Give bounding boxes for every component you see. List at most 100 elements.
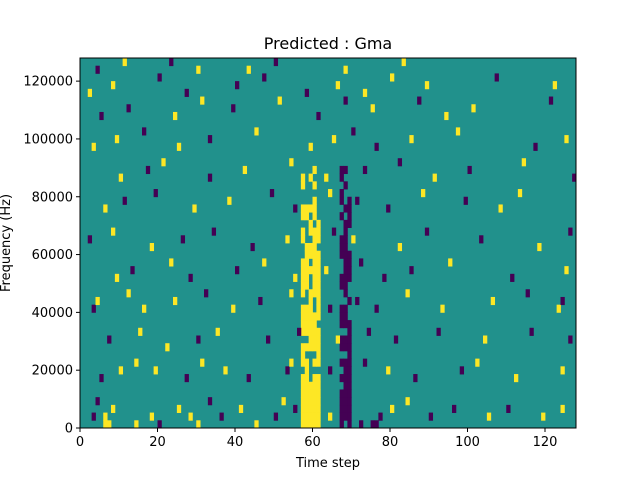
heatmap-cell — [316, 304, 321, 313]
heatmap-cell — [343, 358, 348, 367]
heatmap-cell — [304, 374, 310, 383]
heatmap-cell — [347, 389, 352, 398]
heatmap-cell — [312, 358, 317, 367]
heatmap-cell — [312, 165, 317, 175]
heatmap-cell — [304, 212, 310, 221]
heatmap-cell — [312, 243, 317, 252]
heatmap-cell — [304, 327, 310, 336]
heatmap-cell — [471, 104, 476, 113]
heatmap-cell — [343, 219, 348, 228]
heatmap-cell — [304, 281, 310, 290]
heatmap-cell — [312, 327, 317, 336]
heatmap-cell — [300, 173, 306, 182]
heatmap-cell — [331, 135, 337, 144]
heatmap-cell — [370, 104, 375, 113]
heatmap-cell — [339, 273, 344, 282]
heatmap-cell — [560, 296, 565, 306]
heatmap-cell — [184, 374, 189, 383]
heatmap-cell — [304, 88, 310, 97]
heatmap-cell — [351, 235, 356, 244]
heatmap-cell — [312, 397, 317, 406]
heatmap-cell — [428, 412, 434, 421]
heatmap-cell — [374, 304, 379, 313]
heatmap-cell — [494, 73, 499, 82]
heatmap-cell — [343, 181, 348, 190]
heatmap-cell — [250, 243, 255, 252]
heatmap-cell — [207, 135, 213, 144]
heatmap-cell — [514, 374, 519, 383]
heatmap-cell — [556, 304, 561, 313]
heatmap-cell — [99, 374, 104, 383]
heatmap-cell — [207, 397, 213, 406]
heatmap-plot-area — [79, 57, 577, 429]
heatmap-cell — [541, 412, 546, 421]
heatmap-cell — [560, 404, 565, 413]
heatmap-cell — [312, 235, 317, 244]
heatmap-cell — [421, 189, 426, 198]
heatmap-cell — [386, 204, 391, 213]
heatmap-cell — [366, 327, 372, 336]
heatmap-cell — [246, 65, 251, 74]
heatmap-cell — [347, 266, 352, 275]
heatmap-cell — [339, 212, 344, 221]
heatmap-cell — [149, 412, 155, 421]
heatmap-cell — [343, 366, 348, 375]
heatmap-cell — [424, 227, 430, 236]
heatmap-cell — [308, 343, 313, 352]
heatmap-cell — [347, 196, 352, 205]
heatmap-cell — [165, 343, 170, 352]
heatmap-cell — [308, 296, 313, 306]
heatmap-cell — [300, 343, 306, 352]
heatmap-cell — [475, 358, 480, 367]
heatmap-cell — [200, 96, 205, 105]
heatmap-cell — [153, 366, 158, 375]
y-axis-label: Frequency (Hz) — [0, 194, 14, 292]
heatmap-cell — [316, 266, 321, 275]
heatmap-cell — [289, 358, 294, 367]
heatmap-cell — [192, 204, 197, 213]
heatmap-cell — [506, 404, 511, 413]
heatmap-cell — [339, 412, 344, 421]
heatmap-cell — [436, 327, 441, 336]
heatmap-cell — [300, 312, 306, 321]
heatmap-cell — [312, 196, 317, 205]
heatmap-cell — [300, 212, 306, 221]
heatmap-cell — [405, 397, 410, 406]
heatmap-cell — [359, 420, 364, 429]
heatmap-cell — [483, 335, 488, 344]
heatmap-cell — [304, 397, 310, 406]
heatmap-cell — [343, 266, 348, 275]
heatmap-cell — [525, 289, 530, 298]
heatmap-cell — [231, 104, 236, 113]
heatmap-cell — [254, 420, 259, 429]
heatmap-cell — [142, 304, 147, 313]
heatmap-cell — [343, 235, 348, 244]
heatmap-cell — [347, 404, 352, 413]
heatmap-cell — [304, 304, 310, 313]
heatmap-cell — [347, 327, 352, 336]
heatmap-cell — [188, 412, 193, 421]
heatmap-cell — [347, 420, 352, 429]
heatmap-cell — [300, 266, 306, 275]
heatmap-cell — [304, 250, 310, 259]
heatmap-cell — [207, 173, 213, 182]
heatmap-cell — [347, 412, 352, 421]
heatmap-cell — [258, 296, 263, 306]
heatmap-cell — [215, 327, 220, 336]
heatmap-cell — [153, 189, 158, 198]
heatmap-cell — [312, 266, 317, 275]
heatmap-cell — [285, 235, 290, 244]
heatmap-cell — [347, 204, 352, 213]
heatmap-cell — [300, 412, 306, 421]
heatmap-cell — [339, 335, 344, 344]
heatmap-cell — [300, 327, 306, 336]
heatmap-cell — [196, 65, 201, 74]
heatmap-cell — [300, 235, 306, 244]
heatmap-cell — [343, 289, 348, 298]
heatmap-cell — [343, 165, 348, 175]
heatmap-cell — [343, 250, 348, 259]
heatmap-cell — [277, 96, 282, 105]
heatmap-cell — [300, 420, 306, 429]
heatmap-cell — [300, 304, 306, 313]
